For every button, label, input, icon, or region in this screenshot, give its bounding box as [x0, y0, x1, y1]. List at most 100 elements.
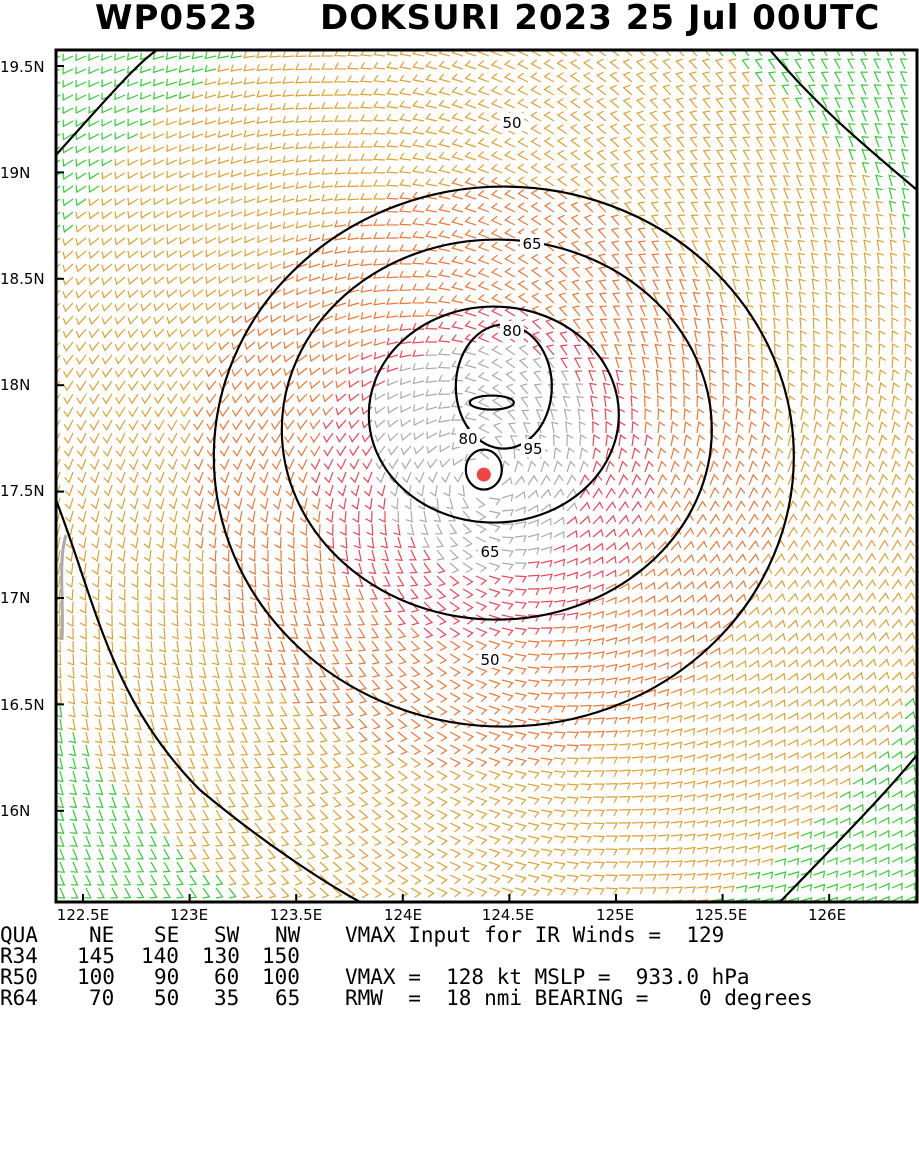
wind-barb	[347, 312, 360, 321]
wind-barb	[553, 874, 566, 883]
wind-barb	[787, 778, 799, 787]
wind-barb	[663, 50, 672, 57]
wind-barb	[774, 566, 786, 577]
wind-barb	[143, 549, 152, 562]
wind-barb	[490, 59, 503, 70]
wind-barb	[397, 718, 408, 730]
wind-barb	[227, 783, 236, 795]
wind-barb	[861, 174, 870, 187]
wind-barb	[571, 266, 581, 278]
wind-barb	[730, 201, 738, 213]
wind-barb	[135, 796, 144, 808]
wind-barb	[709, 766, 722, 775]
wind-barb	[566, 529, 578, 538]
wind-barb	[787, 804, 799, 813]
r64-row: R64 70 50 35 65 RMW = 18 nmi BEARING = 0…	[0, 988, 813, 1009]
wind-barb	[347, 232, 360, 241]
wind-barb	[677, 201, 685, 213]
wind-barb	[860, 84, 869, 96]
wind-barb	[334, 88, 346, 96]
wind-barb	[462, 757, 475, 768]
wind-barb	[142, 471, 152, 484]
wind-barb	[306, 744, 315, 756]
wind-barb	[609, 110, 620, 122]
wind-barb	[257, 328, 269, 337]
wind-barb	[747, 356, 755, 369]
wind-barb	[114, 171, 126, 180]
wind-barb	[756, 201, 765, 213]
wind-barb	[90, 471, 100, 484]
wind-barb	[192, 250, 204, 258]
wind-barb	[436, 887, 448, 898]
wind-barb	[412, 349, 425, 357]
wind-barb	[348, 419, 360, 430]
wind-barb	[657, 701, 670, 710]
wind-barb	[849, 213, 858, 226]
wind-barb	[132, 640, 140, 653]
wind-barb	[596, 97, 607, 109]
wind-barb	[566, 848, 579, 857]
wind-barb	[232, 419, 243, 431]
wind-barb	[761, 369, 769, 382]
wind-barb	[399, 126, 412, 135]
wind-barb	[251, 640, 259, 653]
wind-barb	[675, 110, 685, 122]
wind-barb	[475, 510, 487, 521]
wind-barb	[733, 330, 742, 343]
wind-barb	[209, 562, 217, 575]
wind-barb	[62, 80, 74, 88]
wind-barb	[153, 380, 165, 392]
r50-sw: 60	[214, 965, 240, 989]
wind-barb	[501, 796, 514, 806]
wind-barb	[141, 445, 152, 458]
wind-barb	[722, 593, 734, 603]
wind-barb	[423, 861, 435, 872]
wind-barb	[636, 149, 646, 161]
wind-barb	[436, 848, 448, 859]
wind-barb	[475, 744, 488, 754]
wind-barb	[237, 627, 246, 640]
wind-barb	[657, 768, 670, 776]
wind-barb	[545, 318, 555, 330]
wind-barb	[296, 327, 308, 336]
wind-barb	[345, 692, 354, 704]
wind-barb	[839, 645, 851, 655]
wind-barb	[114, 250, 126, 259]
wind-barb	[423, 640, 434, 652]
wind-barb	[167, 445, 178, 458]
wind-barb	[899, 84, 908, 96]
wind-barb	[358, 705, 368, 717]
wind-barb	[626, 318, 635, 330]
wind-barb	[813, 817, 825, 826]
wind-barb	[117, 549, 126, 562]
wind-barb	[210, 588, 218, 601]
wind-barb	[641, 356, 650, 369]
wind-barb	[514, 601, 527, 610]
wind-barb	[683, 634, 695, 643]
wind-barb	[62, 93, 74, 101]
wind-barb	[153, 302, 165, 312]
wind-barb	[837, 252, 845, 265]
wind-barb	[702, 162, 711, 174]
wind-barb	[851, 291, 859, 304]
wind-barb	[618, 473, 629, 486]
wind-barb	[212, 692, 221, 705]
wind-barb	[709, 593, 721, 603]
wind-barb	[373, 324, 386, 333]
wind-barb	[813, 566, 825, 577]
wind-barb	[194, 484, 204, 497]
wind-barb	[722, 898, 735, 902]
wind-barb	[709, 382, 717, 395]
wind-barb	[248, 536, 256, 550]
wind-barb	[65, 562, 74, 575]
wind-barb	[640, 330, 649, 343]
wind-barb	[280, 783, 289, 795]
wind-barb	[477, 229, 490, 239]
wind-barb	[715, 84, 724, 96]
wind-barb	[243, 143, 256, 151]
wind-barb	[787, 738, 799, 747]
wind-barb	[517, 163, 529, 174]
wind-barb	[722, 740, 734, 748]
wind-barb	[69, 796, 78, 809]
wind-barb	[774, 659, 786, 668]
